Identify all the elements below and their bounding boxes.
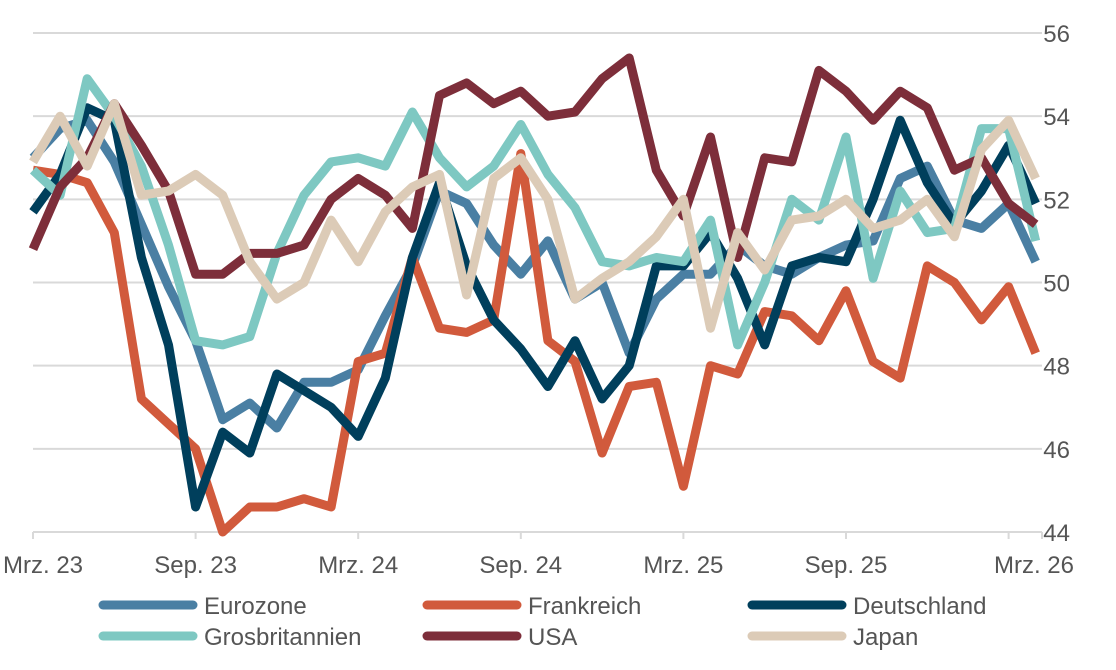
legend-label: USA [528,624,577,651]
legend-label: Grosbritannien [204,624,361,651]
series-line-japan [29,99,1040,333]
x-tick-label: Sep. 24 [479,552,562,579]
x-tick-label: Sep. 25 [805,552,888,579]
legend-label: Deutschland [853,593,986,620]
y-axis-tick-labels: 44 46 48 50 52 54 56 [1043,21,1070,547]
x-axis-tick-labels: Mrz. 23 Sep. 23 Mrz. 24 Sep. 24 Mrz. 25 Sep. … [3,552,1074,579]
y-tick-label: 56 [1043,21,1070,48]
series-line-frankreich [32,149,1040,537]
legend-label: Frankreich [528,593,641,620]
y-tick-label: 50 [1043,271,1070,298]
legend-label: Eurozone [204,593,307,620]
x-tick-label: Mrz. 24 [318,552,398,579]
y-tick-label: 52 [1043,187,1070,214]
legend-label: Japan [853,624,918,651]
series-line-grosbritannien [29,74,1041,350]
x-tick-label: Mrz. 23 [3,552,83,579]
x-tick-label: Sep. 23 [154,552,237,579]
y-tick-label: 44 [1043,520,1070,547]
y-tick-label: 48 [1043,354,1070,381]
series-line-usa [28,53,1039,279]
y-tick-label: 46 [1043,437,1070,464]
y-tick-label: 54 [1043,104,1070,131]
x-tick-label: Mrz. 25 [643,552,723,579]
series-line-deutschland [29,103,1040,512]
legend: Eurozone Frankreich Deutschland Grosbritann… [98,593,986,651]
x-tick-label: Mrz. 26 [994,552,1074,579]
series-lines [28,53,1041,537]
